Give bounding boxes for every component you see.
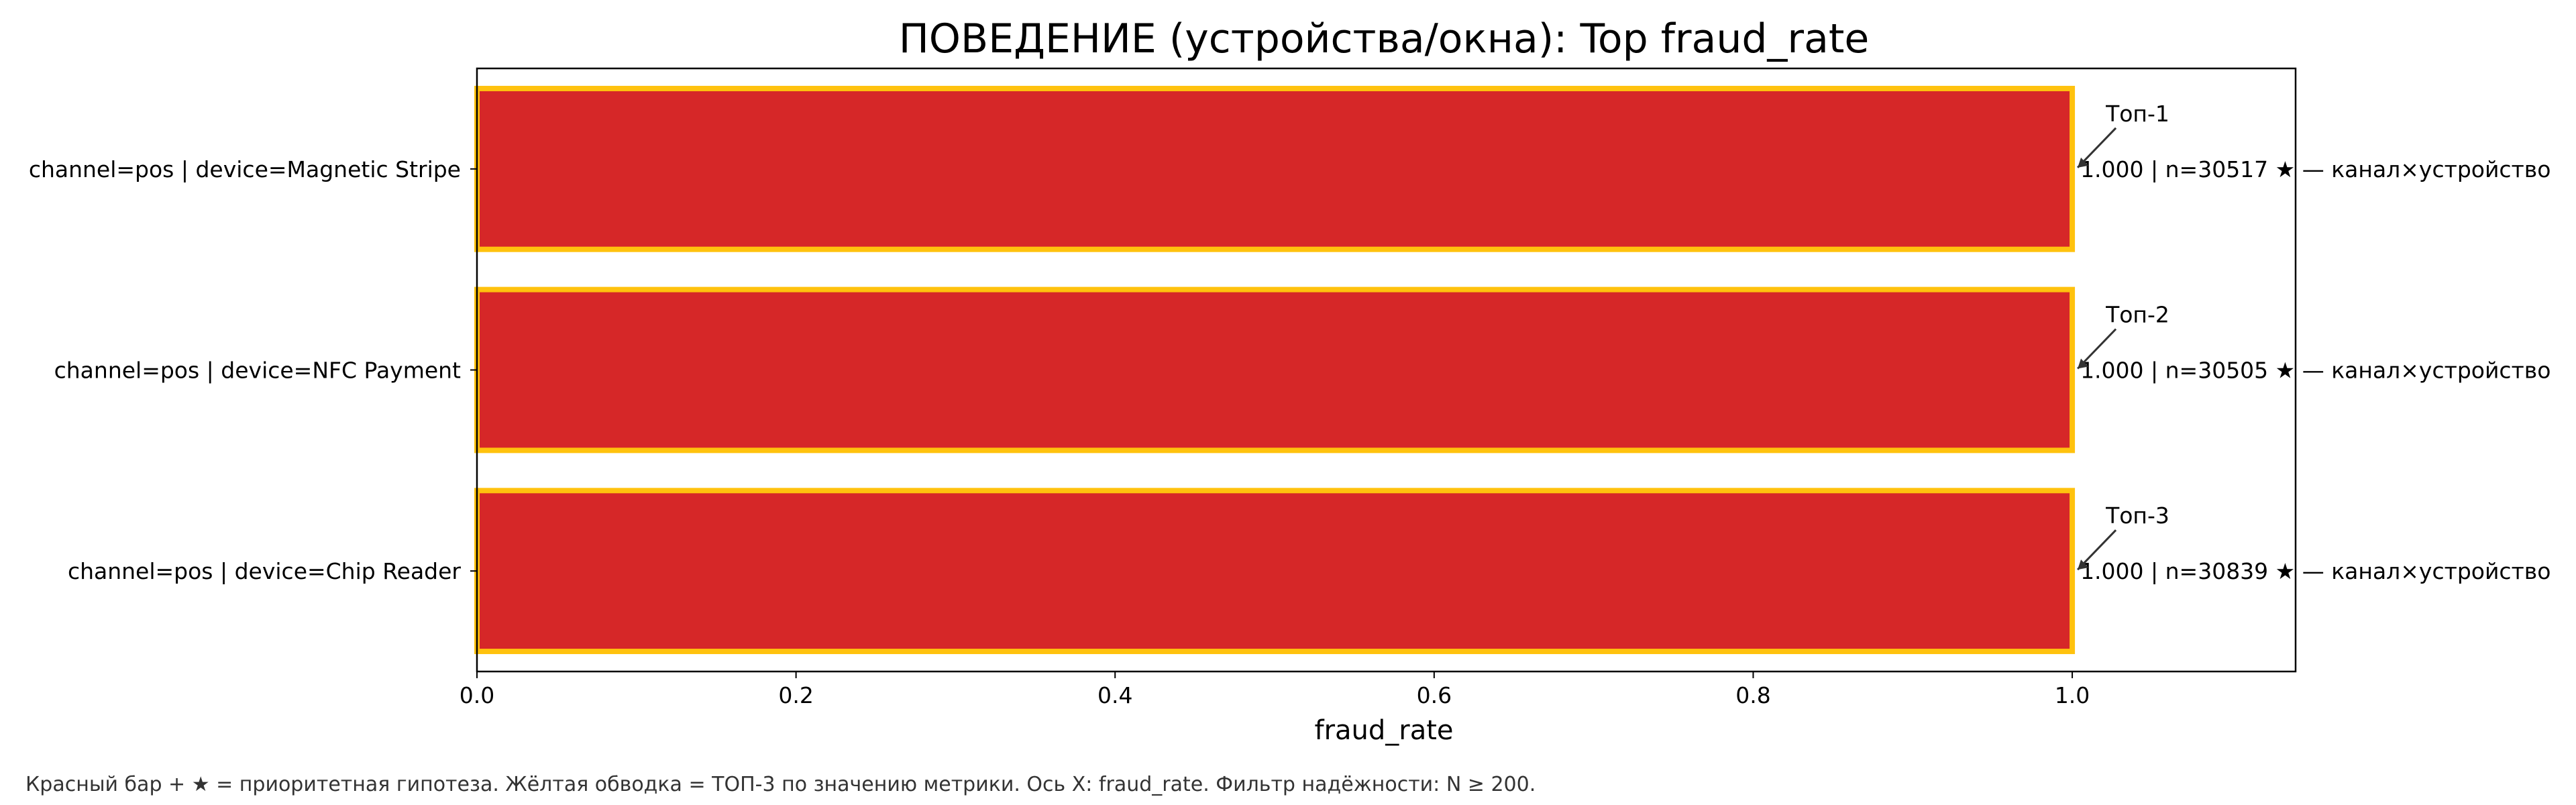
x-tick-label: 0.0 — [460, 682, 494, 708]
x-axis-label: fraud_rate — [1314, 715, 1453, 746]
x-tick-label: 0.4 — [1097, 682, 1132, 708]
bar — [474, 85, 2076, 252]
annotation-label: Топ-3 — [2105, 502, 2169, 529]
value-label: 1.000 | n=30839 ★ — канал×устройство — [2080, 558, 2551, 584]
annotation-arrowhead — [2078, 559, 2089, 570]
value-label: 1.000 | n=30517 ★ — канал×устройство — [2080, 156, 2551, 182]
category-label: channel=pos | device=Magnetic Stripe — [29, 156, 461, 182]
annotation-label: Топ-2 — [2105, 302, 2169, 328]
category-label: channel=pos | device=NFC Payment — [54, 358, 461, 384]
footnote: Красный бар + ★ = приоритетная гипотеза.… — [25, 773, 1536, 796]
value-label: 1.000 | n=30505 ★ — канал×устройство — [2080, 358, 2551, 384]
x-tick-label: 0.2 — [778, 682, 813, 708]
annotation-label: Топ-1 — [2105, 101, 2169, 127]
bar — [474, 488, 2076, 655]
x-tick-label: 0.8 — [1735, 682, 1770, 708]
category-label: channel=pos | device=Chip Reader — [68, 558, 461, 584]
x-tick-label: 1.0 — [2055, 682, 2090, 708]
annotation-arrowhead — [2078, 358, 2089, 369]
chart-title: ПОВЕДЕНИЕ (устройства/окна): Top fraud_r… — [899, 15, 1870, 62]
x-tick-label: 0.6 — [1417, 682, 1452, 708]
bar — [474, 286, 2076, 453]
annotation-arrowhead — [2078, 157, 2089, 168]
